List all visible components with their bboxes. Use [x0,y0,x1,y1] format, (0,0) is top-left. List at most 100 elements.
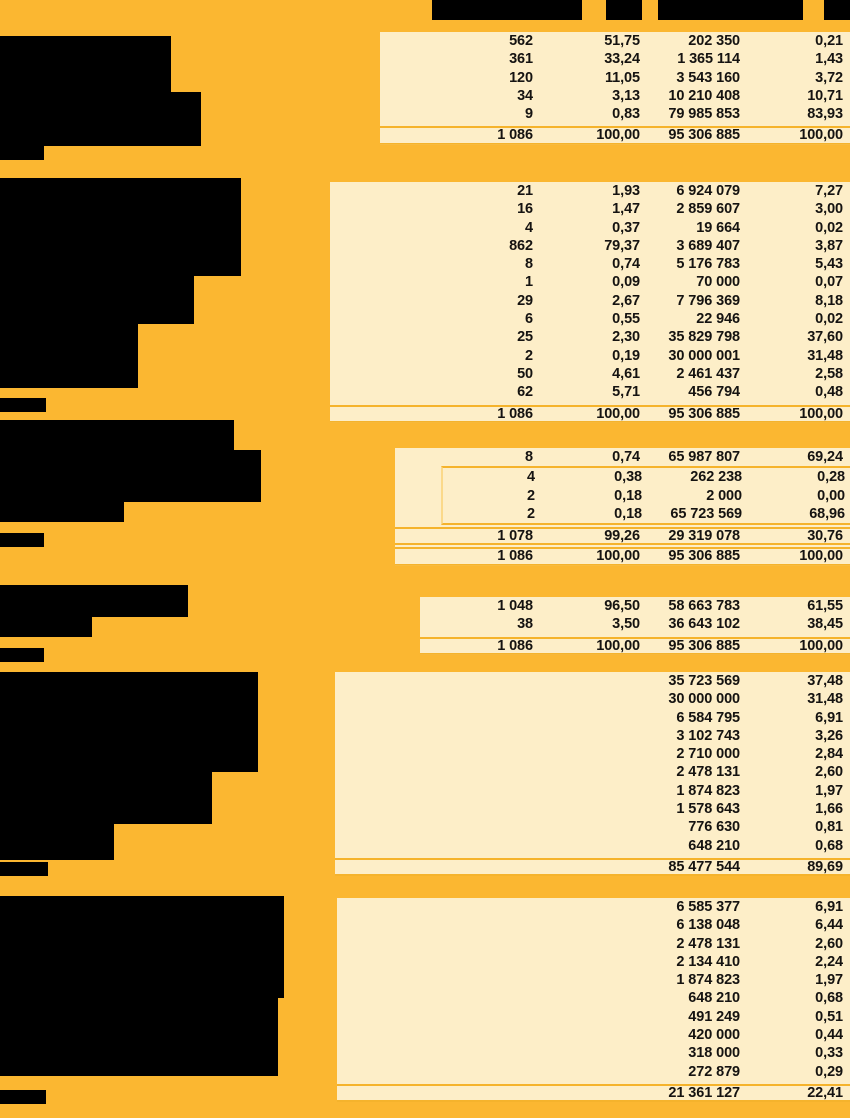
table-row: 318 000 0,33 [337,1044,850,1062]
cell-amount: 10 210 408 [668,87,740,104]
table-row: 2 478 131 2,60 [335,763,850,781]
cell-count-pct: 33,24 [604,51,640,68]
cell-amount-pct: 1,66 [815,801,843,818]
redacted-label [0,996,278,1076]
redacted-label [0,398,46,412]
table-block: 21 1,93 6 924 079 7,27 16 1,47 2 859 607 3,00 4 0… [330,182,850,423]
redacted-label [0,178,241,276]
cell-amount-pct: 0,68 [815,837,843,854]
redacted-label [0,772,212,824]
cell-count: 1 048 [497,598,533,614]
cell-count: 34 [517,87,533,104]
redacted-label [0,420,234,450]
cell-count: 1 086 [497,405,533,422]
redacted-label [0,322,138,388]
cell-count: 38 [517,616,533,633]
redacted-label [824,0,850,20]
cell-amount-pct: 89,69 [807,858,843,875]
cell-amount-pct: 100,00 [799,548,843,565]
table-row: 2 710 000 2,84 [335,745,850,763]
cell-amount-pct: 3,26 [815,727,843,744]
cell-count: 62 [517,384,533,401]
cell-amount-pct: 10,71 [807,87,843,104]
cell-amount: 1 365 114 [677,51,740,68]
table-total-row: 1 086 100,00 95 306 885 100,00 [330,404,850,423]
cell-amount: 1 578 643 [676,801,740,818]
cell-amount-pct: 0,21 [815,33,843,49]
cell-amount: 2 000 [706,487,742,504]
table-row: 6 0,55 22 946 0,02 [330,310,850,328]
cell-amount: 2 461 437 [676,365,740,382]
cell-amount: 95 306 885 [668,637,740,654]
cell-count: 4 [527,469,535,486]
cell-amount-pct: 0,33 [815,1045,843,1062]
cell-count-pct: 0,55 [612,311,640,328]
cell-count-pct: 3,13 [612,87,640,104]
table-block: 8 0,74 65 987 807 69,24 4 0,38 262 238 0,28 2 0,1… [395,448,850,566]
cell-count: 1 086 [497,127,533,144]
table-block: 562 51,75 202 350 0,21 361 33,24 1 365 114 1,43… [380,32,850,145]
table-row: 6 585 377 6,91 [337,898,850,916]
redacted-label [0,502,124,522]
redacted-label [0,146,44,160]
cell-count-pct: 0,18 [614,505,642,522]
table-row: 2 134 410 2,24 [337,953,850,971]
cell-amount-pct: 2,58 [815,365,843,382]
cell-count-pct: 3,50 [612,616,640,633]
cell-amount-pct: 6,91 [815,899,843,915]
cell-amount: 22 946 [696,311,740,328]
cell-count-pct: 11,05 [605,69,640,86]
cell-count: 862 [509,237,533,254]
cell-count: 9 [525,106,533,123]
cell-amount: 420 000 [688,1027,740,1044]
table-row: 272 879 0,29 [337,1063,850,1081]
redacted-label [0,672,258,772]
cell-amount-pct: 3,00 [815,201,843,218]
table-row: 4 0,38 262 238 0,28 [443,468,850,486]
cell-amount: 2 478 131 [676,764,740,781]
cell-amount: 19 664 [696,219,740,236]
table-row: 776 630 0,81 [335,818,850,836]
cell-amount: 3 689 407 [676,237,740,254]
table-row: 50 4,61 2 461 437 2,58 [330,365,850,383]
table-total-row: 1 086 100,00 95 306 885 100,00 [420,636,850,655]
table-row: 2 0,19 30 000 001 31,48 [330,347,850,365]
cell-amount: 58 663 783 [668,598,740,614]
cell-amount-pct: 83,93 [807,106,843,123]
cell-amount-pct: 0,81 [815,819,843,836]
redacted-label [0,593,92,637]
table-row: 21 1,93 6 924 079 7,27 [330,182,850,200]
cell-amount-pct: 2,24 [815,953,843,970]
table-row: 8 0,74 65 987 807 69,24 [395,448,850,466]
table-row: 361 33,24 1 365 114 1,43 [380,50,850,68]
cell-count-pct: 100,00 [596,405,640,422]
cell-amount: 95 306 885 [668,405,740,422]
cell-count: 8 [525,449,533,465]
table-row: 8 0,74 5 176 783 5,43 [330,255,850,273]
cell-amount: 491 249 [688,1008,740,1025]
cell-amount-pct: 31,48 [807,691,843,708]
cell-amount: 776 630 [688,819,740,836]
cell-amount: 35 723 569 [668,673,740,689]
cell-amount: 7 796 369 [676,292,740,309]
table-row: 9 0,83 79 985 853 83,93 [380,105,850,123]
cell-amount: 2 134 410 [676,953,740,970]
table-row: 562 51,75 202 350 0,21 [380,32,850,50]
redacted-label [0,896,284,998]
cell-count-pct: 0,74 [612,256,640,273]
table-block: 6 585 377 6,91 6 138 048 6,44 2 478 131 2,60 2… [337,898,850,1103]
cell-count-pct: 0,83 [612,106,640,123]
cell-amount-pct: 0,44 [815,1027,843,1044]
cell-amount: 2 859 607 [676,201,740,218]
cell-amount-pct: 68,96 [809,505,845,522]
cell-amount-pct: 100,00 [799,127,843,144]
cell-amount: 1 874 823 [676,972,740,989]
table-row: 35 723 569 37,48 [335,672,850,690]
table-row: 648 210 0,68 [337,989,850,1007]
cell-count-pct: 0,38 [614,469,642,486]
table-row: 29 2,67 7 796 369 8,18 [330,292,850,310]
cell-amount-pct: 0,07 [815,274,843,291]
cell-amount-pct: 5,43 [815,256,843,273]
cell-amount: 2 478 131 [676,935,740,952]
